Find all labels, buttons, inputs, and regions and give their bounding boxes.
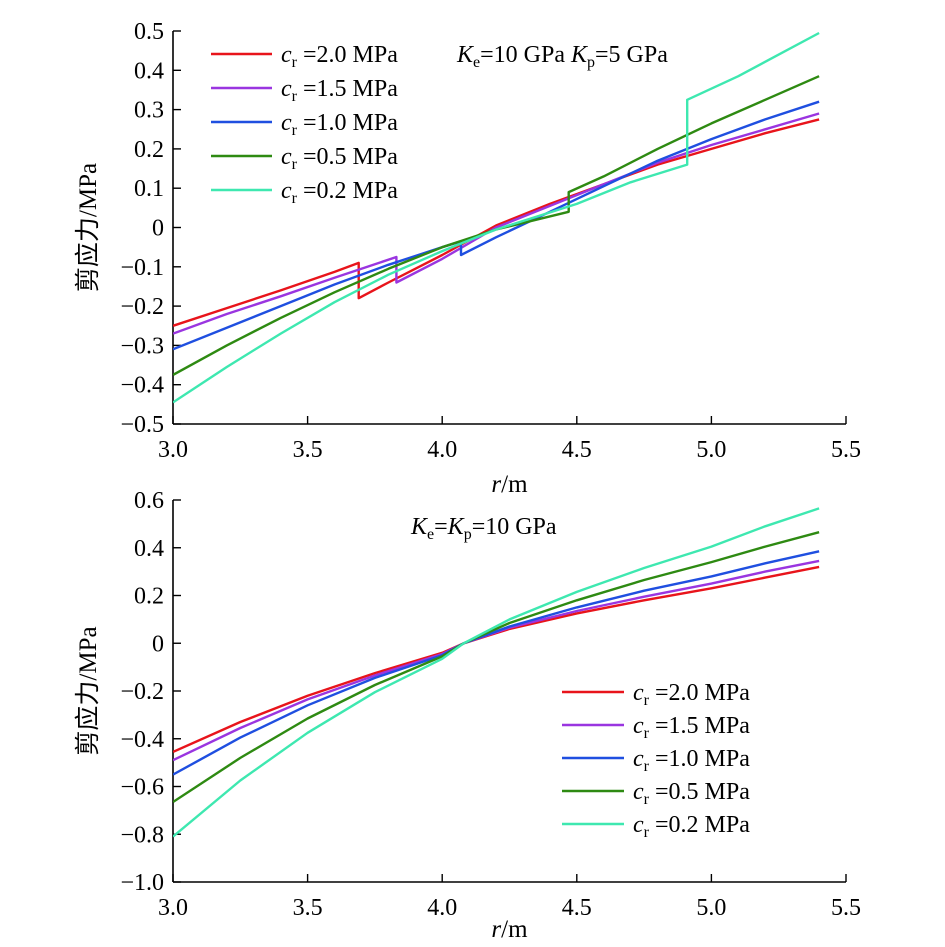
y-tick-label: −0.5	[120, 412, 164, 438]
x-tick-label: 3.0	[158, 437, 188, 463]
y-tick-label: 0.2	[134, 584, 164, 610]
y-tick-label: −0.3	[120, 333, 164, 359]
legend: cr =2.0 MPa cr =1.5 MPa cr =1.0 MPa cr =0.5…	[562, 680, 750, 841]
y-tick-label: 0.5	[134, 19, 164, 45]
legend-label: cr =0.5 MPa	[633, 779, 750, 808]
x-tick-label: 4.5	[562, 437, 592, 463]
y-tick-label: 0.1	[134, 176, 164, 202]
series-line-1	[173, 118, 820, 327]
x-tick-label: 5.0	[696, 895, 726, 921]
y-axis-title: 剪应力/MPa	[74, 163, 102, 292]
x-tick-label: 3.0	[158, 895, 188, 921]
series-line-3	[173, 100, 820, 351]
y-tick-label: −0.4	[120, 727, 164, 753]
series-line-3	[173, 550, 820, 776]
legend-label: cr =1.0 MPa	[281, 110, 398, 139]
series-line-2	[173, 112, 820, 335]
chart-1: 0.5 0.4 0.3 0.2 0.1 0 −0.1 −0.2 −0.3 −0.4 −0.53.0 3…	[74, 19, 861, 498]
legend-label: cr =0.2 MPa	[281, 178, 398, 207]
chart-2: 0.6 0.4 0.2 0 −0.2 −0.4 −0.6 −0.8 −1.03.0 3.5 4.0 4…	[74, 488, 861, 943]
legend-label: cr =0.5 MPa	[281, 144, 398, 173]
x-tick-label: 3.5	[293, 895, 323, 921]
y-tick-label: −0.6	[120, 775, 164, 801]
stiffness-annotation: Ke=10 GPa Kp=5 GPa	[456, 42, 668, 71]
legend-label: cr =1.5 MPa	[281, 76, 398, 105]
y-tick-label: −0.2	[120, 294, 164, 320]
y-tick-label: 0.4	[134, 536, 164, 562]
y-tick-label: 0	[152, 216, 164, 242]
y-tick-label: 0	[152, 631, 164, 657]
legend: cr =2.0 MPa cr =1.5 MPa cr =1.0 MPa cr =0.5…	[211, 42, 398, 207]
y-tick-label: −1.0	[120, 870, 164, 896]
y-tick-label: 0.6	[134, 488, 164, 514]
y-tick-label: −0.4	[120, 373, 164, 399]
series-line-4	[173, 75, 820, 376]
x-tick-label: 5.5	[831, 437, 861, 463]
x-tick-label: 3.5	[293, 437, 323, 463]
y-axis-title: 剪应力/MPa	[74, 626, 102, 755]
y-tick-label: −0.2	[120, 679, 164, 705]
y-tick-label: −0.1	[120, 255, 164, 281]
x-tick-label: 4.5	[562, 895, 592, 921]
x-axis-title: r/m	[491, 471, 528, 498]
legend-label: cr =0.2 MPa	[633, 812, 750, 841]
y-tick-label: −0.8	[120, 822, 164, 848]
legend-label: cr =1.5 MPa	[633, 713, 750, 742]
legend-label: cr =2.0 MPa	[281, 42, 398, 71]
y-tick-label: 0.3	[134, 98, 164, 124]
x-tick-label: 4.0	[427, 895, 457, 921]
x-tick-label: 4.0	[427, 437, 457, 463]
legend-label: cr =1.0 MPa	[633, 746, 750, 775]
stiffness-annotation: Ke=Kp=10 GPa	[410, 514, 557, 543]
x-tick-label: 5.5	[831, 895, 861, 921]
x-axis-title: r/m	[491, 916, 528, 943]
series-line-5	[173, 31, 820, 404]
x-tick-label: 5.0	[696, 437, 726, 463]
y-tick-label: 0.4	[134, 58, 164, 84]
series-line-4	[173, 531, 820, 804]
y-tick-label: 0.2	[134, 137, 164, 163]
legend-label: cr =2.0 MPa	[633, 680, 750, 709]
series-line-5	[173, 507, 820, 838]
